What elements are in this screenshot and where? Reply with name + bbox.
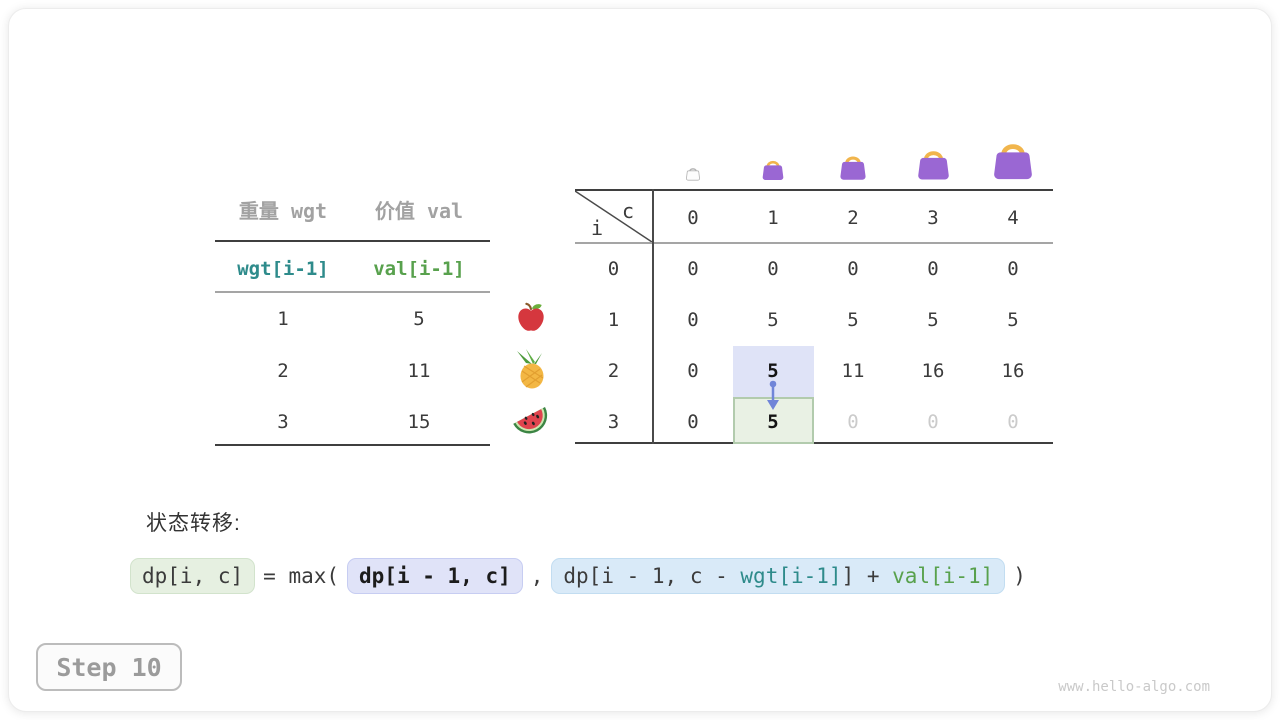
dp-rule-vertical	[652, 189, 654, 444]
formula-lhs: dp[i, c]	[130, 558, 256, 594]
dp-cell: 0	[927, 258, 939, 280]
apple-icon	[518, 302, 544, 331]
formula-take-prefix: dp[i - 1, c -	[563, 564, 741, 588]
dp-cell-source: 5	[767, 360, 779, 382]
dp-cell: 5	[927, 309, 939, 331]
empty-bag-icon	[686, 168, 700, 181]
step-badge: Step 10	[36, 643, 182, 691]
items-header-weight: 重量 wgt	[238, 199, 328, 223]
items-rule-bottom	[215, 444, 490, 446]
item-wgt: 3	[277, 411, 289, 433]
state-transition-label: 状态转移:	[146, 512, 241, 535]
watermelon-icon	[513, 407, 548, 434]
dp-cell: 16	[1001, 360, 1025, 382]
dp-row-header: 0	[607, 258, 620, 280]
item-val: 5	[413, 308, 425, 330]
items-header-value: 价值 val	[374, 199, 464, 223]
dp-col-header: 4	[1007, 207, 1019, 229]
dp-col-header: 3	[927, 207, 939, 229]
bag-icon-size-1	[762, 160, 784, 180]
dp-cell: 5	[767, 309, 779, 331]
dp-cell: 0	[847, 258, 859, 280]
formula-take-wgt: wgt[i-1]	[740, 564, 842, 588]
formula-comma: ,	[530, 564, 544, 588]
dp-cell: 0	[767, 258, 779, 280]
dp-corner-col-label: c	[621, 199, 635, 223]
dp-row-header: 3	[607, 411, 620, 433]
dp-rule-header	[575, 242, 1053, 244]
dp-cell: 16	[921, 360, 945, 382]
formula-eq-max: = max(	[263, 564, 340, 588]
dp-row-header: 2	[607, 360, 620, 382]
formula-keep-term: dp[i - 1, c]	[347, 558, 523, 594]
dp-corner-diagonal	[575, 191, 652, 242]
pineapple-icon	[517, 349, 544, 389]
bag-icon-size-4	[994, 144, 1032, 180]
bag-icon-size-2	[840, 156, 866, 180]
dp-cell: 0	[927, 411, 939, 433]
state-transition-formula: dp[i, c] = max( dp[i - 1, c] , dp[i - 1,…	[130, 558, 1034, 594]
items-var-wgt: wgt[i-1]	[237, 258, 329, 280]
formula-take-mid: ] +	[841, 564, 893, 588]
bag-icon-size-3	[918, 151, 949, 180]
items-rule-mid	[215, 291, 490, 293]
formula-take-term: dp[i - 1, c - wgt[i-1]] + val[i-1]	[551, 558, 1006, 594]
dp-corner-row-label: i	[590, 216, 604, 240]
watermark: www.hello-algo.com	[1058, 679, 1210, 695]
dp-col-header: 0	[687, 207, 699, 229]
formula-take-val: val[i-1]	[892, 564, 994, 588]
dp-rule-top	[575, 189, 1053, 191]
dp-rule-bottom	[575, 442, 1053, 444]
item-wgt: 1	[277, 308, 289, 330]
dp-cell: 5	[847, 309, 859, 331]
figure-card	[8, 8, 1272, 712]
dp-row-header: 1	[607, 309, 620, 331]
dp-cell: 5	[1007, 309, 1019, 331]
dp-cell: 0	[1007, 411, 1019, 433]
dp-cell: 0	[687, 258, 699, 280]
item-val: 15	[407, 411, 431, 433]
dp-col-header: 1	[767, 207, 779, 229]
dp-cell: 0	[687, 309, 699, 331]
transition-arrow-icon	[767, 380, 779, 410]
dp-cell: 11	[841, 360, 865, 382]
dp-cell: 0	[1007, 258, 1019, 280]
items-var-val: val[i-1]	[373, 258, 465, 280]
dp-cell: 0	[847, 411, 859, 433]
dp-cell-target: 5	[767, 411, 779, 433]
item-val: 11	[407, 360, 431, 382]
item-wgt: 2	[277, 360, 289, 382]
items-rule-top	[215, 240, 490, 242]
dp-cell: 0	[687, 360, 699, 382]
formula-close-paren: )	[1013, 564, 1026, 588]
dp-cell: 0	[687, 411, 699, 433]
dp-col-header: 2	[847, 207, 859, 229]
